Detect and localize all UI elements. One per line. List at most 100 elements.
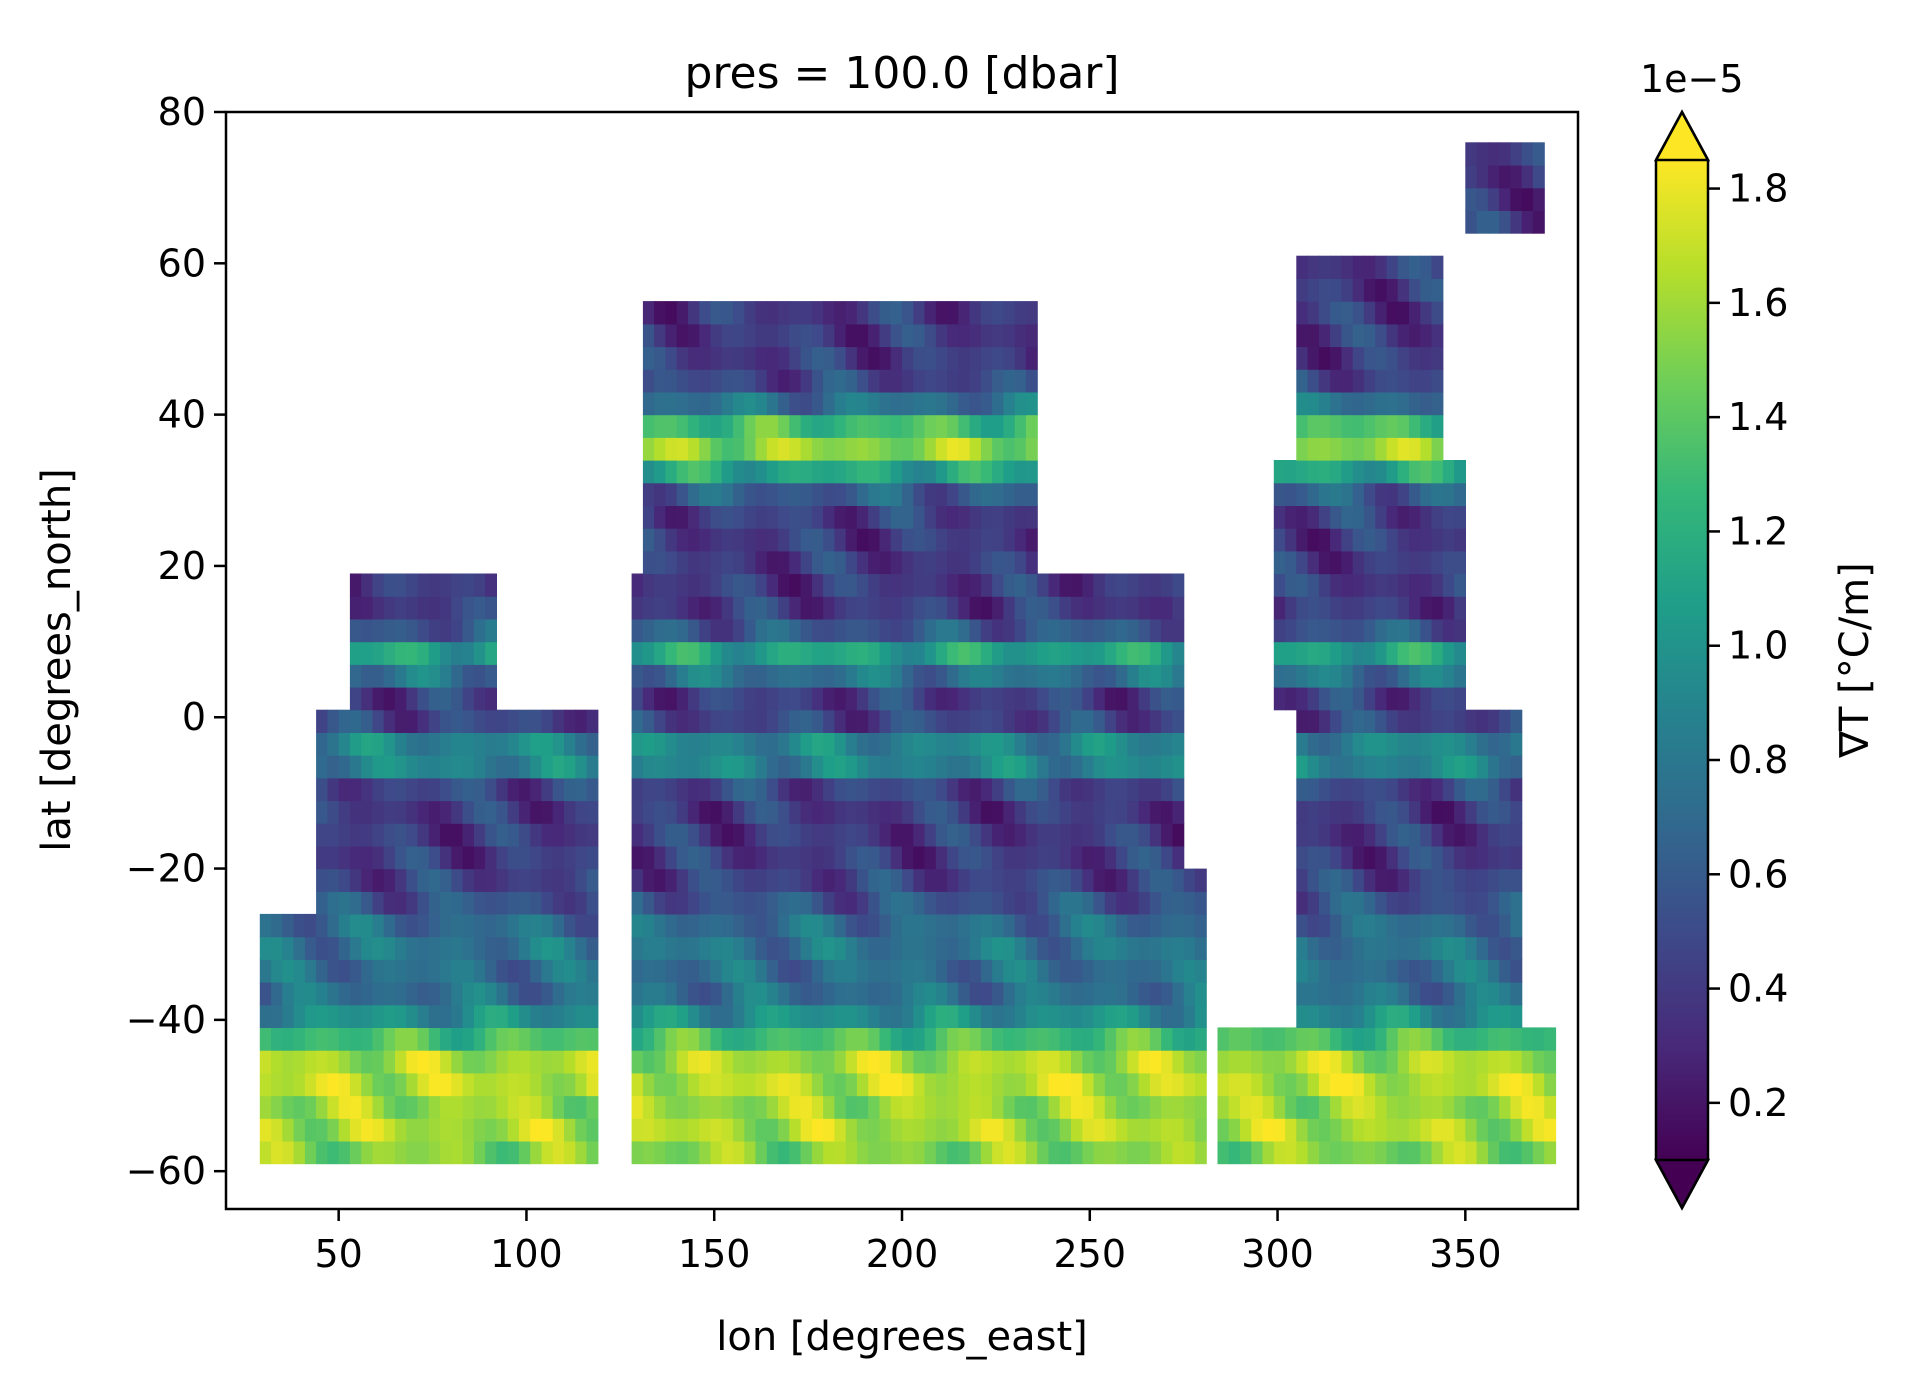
heatmap-cell (1341, 460, 1354, 484)
heatmap-cell (1330, 323, 1342, 348)
heatmap-cell (789, 1140, 802, 1165)
heatmap-cell (856, 732, 869, 756)
heatmap-cell (992, 346, 1004, 370)
heatmap-cell (789, 687, 802, 711)
heatmap-cell (530, 1072, 543, 1097)
heatmap-cell (1172, 1072, 1185, 1097)
heatmap-cell (1454, 1050, 1466, 1074)
heatmap-cell (823, 891, 835, 915)
heatmap-cell (1352, 823, 1365, 847)
heatmap-cell (552, 709, 565, 733)
heatmap-cell (1025, 823, 1038, 847)
heatmap-cell (1375, 664, 1388, 688)
heatmap-cell (1037, 732, 1050, 756)
heatmap-cell (1138, 1072, 1151, 1097)
heatmap-cell (755, 913, 768, 938)
heatmap-cell (947, 618, 959, 643)
heatmap-cell (1352, 913, 1365, 938)
heatmap-cell (451, 1050, 464, 1074)
heatmap-cell (473, 687, 486, 711)
heatmap-cell (856, 1027, 869, 1051)
heatmap-cell (744, 528, 757, 552)
heatmap-cell (1499, 913, 1511, 938)
heatmap-cell (687, 982, 700, 1006)
heatmap-cell (1037, 709, 1050, 733)
heatmap-cell (473, 664, 486, 688)
heatmap-cell (1296, 800, 1309, 824)
heatmap-cell (913, 618, 926, 643)
heatmap-cell (1341, 732, 1354, 756)
heatmap-cell (733, 936, 745, 960)
heatmap-cell (676, 301, 689, 325)
heatmap-cell (699, 982, 712, 1006)
heatmap-cell (699, 1004, 712, 1028)
heatmap-cell (1363, 1140, 1376, 1165)
heatmap-cell (259, 982, 272, 1006)
heatmap-cell (462, 641, 475, 665)
heatmap-cell (349, 982, 362, 1006)
heatmap-cell (1363, 868, 1376, 892)
heatmap-cell (1465, 913, 1478, 938)
heatmap-cell (406, 1072, 419, 1097)
heatmap-cell (924, 301, 937, 325)
heatmap-cell (428, 982, 441, 1006)
heatmap-cell (845, 664, 858, 688)
heatmap-cell (800, 596, 813, 620)
heatmap-cell (1149, 823, 1162, 847)
heatmap-cell (721, 346, 734, 370)
heatmap-cell (1149, 913, 1162, 938)
heatmap-cell (372, 913, 385, 938)
heatmap-cell (1262, 1095, 1275, 1119)
heatmap-cell (1386, 709, 1399, 733)
heatmap-cell (361, 1072, 374, 1097)
heatmap-cell (440, 959, 452, 983)
heatmap-cell (733, 1004, 745, 1028)
heatmap-cell (845, 959, 858, 983)
heatmap-cell (1116, 1004, 1128, 1028)
heatmap-cell (552, 1027, 565, 1051)
heatmap-cell (834, 800, 847, 824)
heatmap-cell (1375, 323, 1388, 348)
heatmap-cell (552, 823, 565, 847)
heatmap-cell (789, 823, 802, 847)
heatmap-cell (383, 1118, 396, 1142)
heatmap-cell (823, 959, 835, 983)
heatmap-cell (428, 1072, 441, 1097)
heatmap-cell (485, 596, 497, 620)
heatmap-cell (1093, 868, 1106, 892)
heatmap-cell (1172, 755, 1185, 779)
heatmap-cell (1454, 664, 1466, 688)
heatmap-cell (564, 1072, 576, 1097)
heatmap-cell (1307, 437, 1320, 461)
heatmap-cell (992, 301, 1004, 325)
heatmap-cell (834, 414, 847, 438)
heatmap-cell (1127, 1140, 1140, 1165)
heatmap-cell (935, 618, 948, 643)
heatmap-cell (879, 687, 892, 711)
heatmap-cell (1104, 1118, 1117, 1142)
heatmap-cell (969, 1050, 982, 1074)
heatmap-cell (1127, 1118, 1140, 1142)
heatmap-cell (811, 709, 824, 733)
heatmap-cell (947, 755, 959, 779)
heatmap-cell (496, 732, 509, 756)
heatmap-cell (868, 528, 881, 552)
heatmap-cell (575, 1140, 588, 1165)
heatmap-cell (766, 755, 779, 779)
heatmap-cell (969, 414, 982, 438)
heatmap-cell (1014, 301, 1027, 325)
heatmap-cell (1431, 1004, 1444, 1028)
colorbar: 0.20.40.60.81.01.21.41.61.8 1e−5 ∇T [°C/… (1640, 57, 1878, 1211)
heatmap-cell (1409, 1140, 1421, 1165)
heatmap-cell (868, 460, 881, 484)
heatmap-cell (699, 709, 712, 733)
heatmap-cell (992, 641, 1004, 665)
heatmap-cell (1014, 845, 1027, 870)
heatmap-cell (1014, 959, 1027, 983)
heatmap-cell (1296, 777, 1309, 802)
heatmap-cell (744, 732, 757, 756)
heatmap-cell (980, 618, 993, 643)
heatmap-cell (778, 618, 790, 643)
heatmap-cell (485, 913, 497, 938)
heatmap-cell (654, 323, 666, 348)
